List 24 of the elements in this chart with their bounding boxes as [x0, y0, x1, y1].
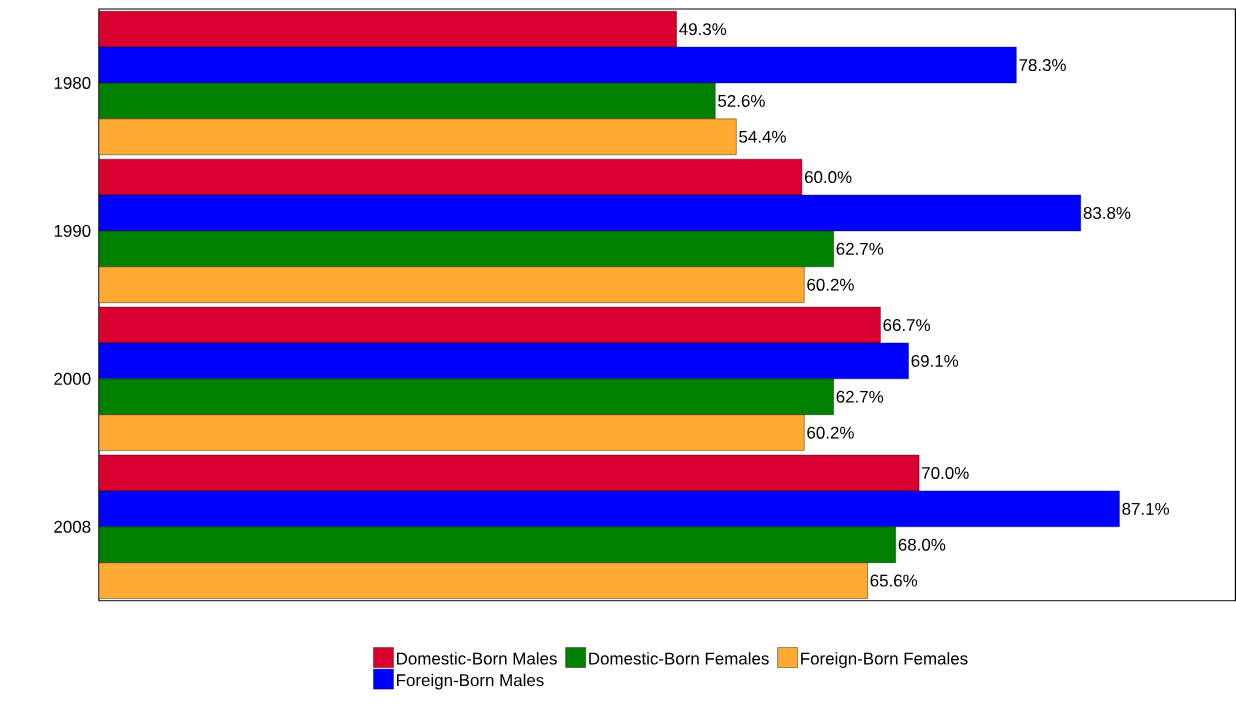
data-label: 62.7% — [836, 390, 884, 403]
legend-label: Foreign-Born Males — [397, 673, 544, 690]
data-label: 68.0% — [898, 538, 946, 551]
data-label: 87.1% — [1122, 503, 1170, 515]
data-label: 83.8% — [1083, 207, 1131, 220]
data-label: 62.7% — [836, 243, 884, 255]
data-label: 78.3% — [1019, 59, 1066, 72]
y-tick-label: 1990 — [54, 225, 91, 238]
legend-label: Domestic-Born Females — [589, 652, 769, 665]
data-label: 69.1% — [911, 355, 959, 368]
data-label: 49.3% — [679, 23, 727, 36]
legend-label: Domestic-Born Males — [397, 652, 557, 665]
data-label: 66.7% — [883, 319, 931, 332]
data-label: 65.6% — [870, 574, 918, 587]
data-label: 54.4% — [739, 130, 786, 143]
y-tick-label: 2000 — [54, 373, 91, 385]
data-label: 70.0% — [922, 467, 969, 480]
data-label: 60.2% — [807, 278, 854, 291]
legend-label: Foreign-Born Females — [801, 652, 968, 669]
data-label: 52.6% — [718, 95, 765, 108]
y-tick-label: 1980 — [54, 77, 91, 90]
data-label: 60.2% — [807, 426, 854, 439]
data-label: 60.0% — [804, 171, 852, 184]
y-tick-label: 2008 — [54, 520, 91, 533]
